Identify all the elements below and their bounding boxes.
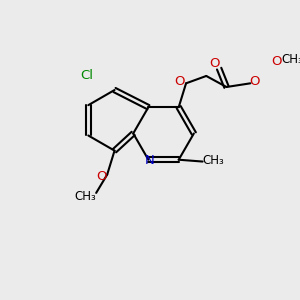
Text: O: O [271, 55, 281, 68]
Text: N: N [144, 154, 154, 167]
Text: O: O [209, 57, 220, 70]
Text: O: O [96, 170, 107, 183]
Text: CH₃: CH₃ [74, 190, 96, 203]
Text: O: O [174, 75, 185, 88]
Text: CH₃: CH₃ [203, 154, 224, 167]
Text: CH₃: CH₃ [282, 53, 300, 66]
Text: O: O [249, 75, 259, 88]
Text: Cl: Cl [80, 69, 94, 82]
